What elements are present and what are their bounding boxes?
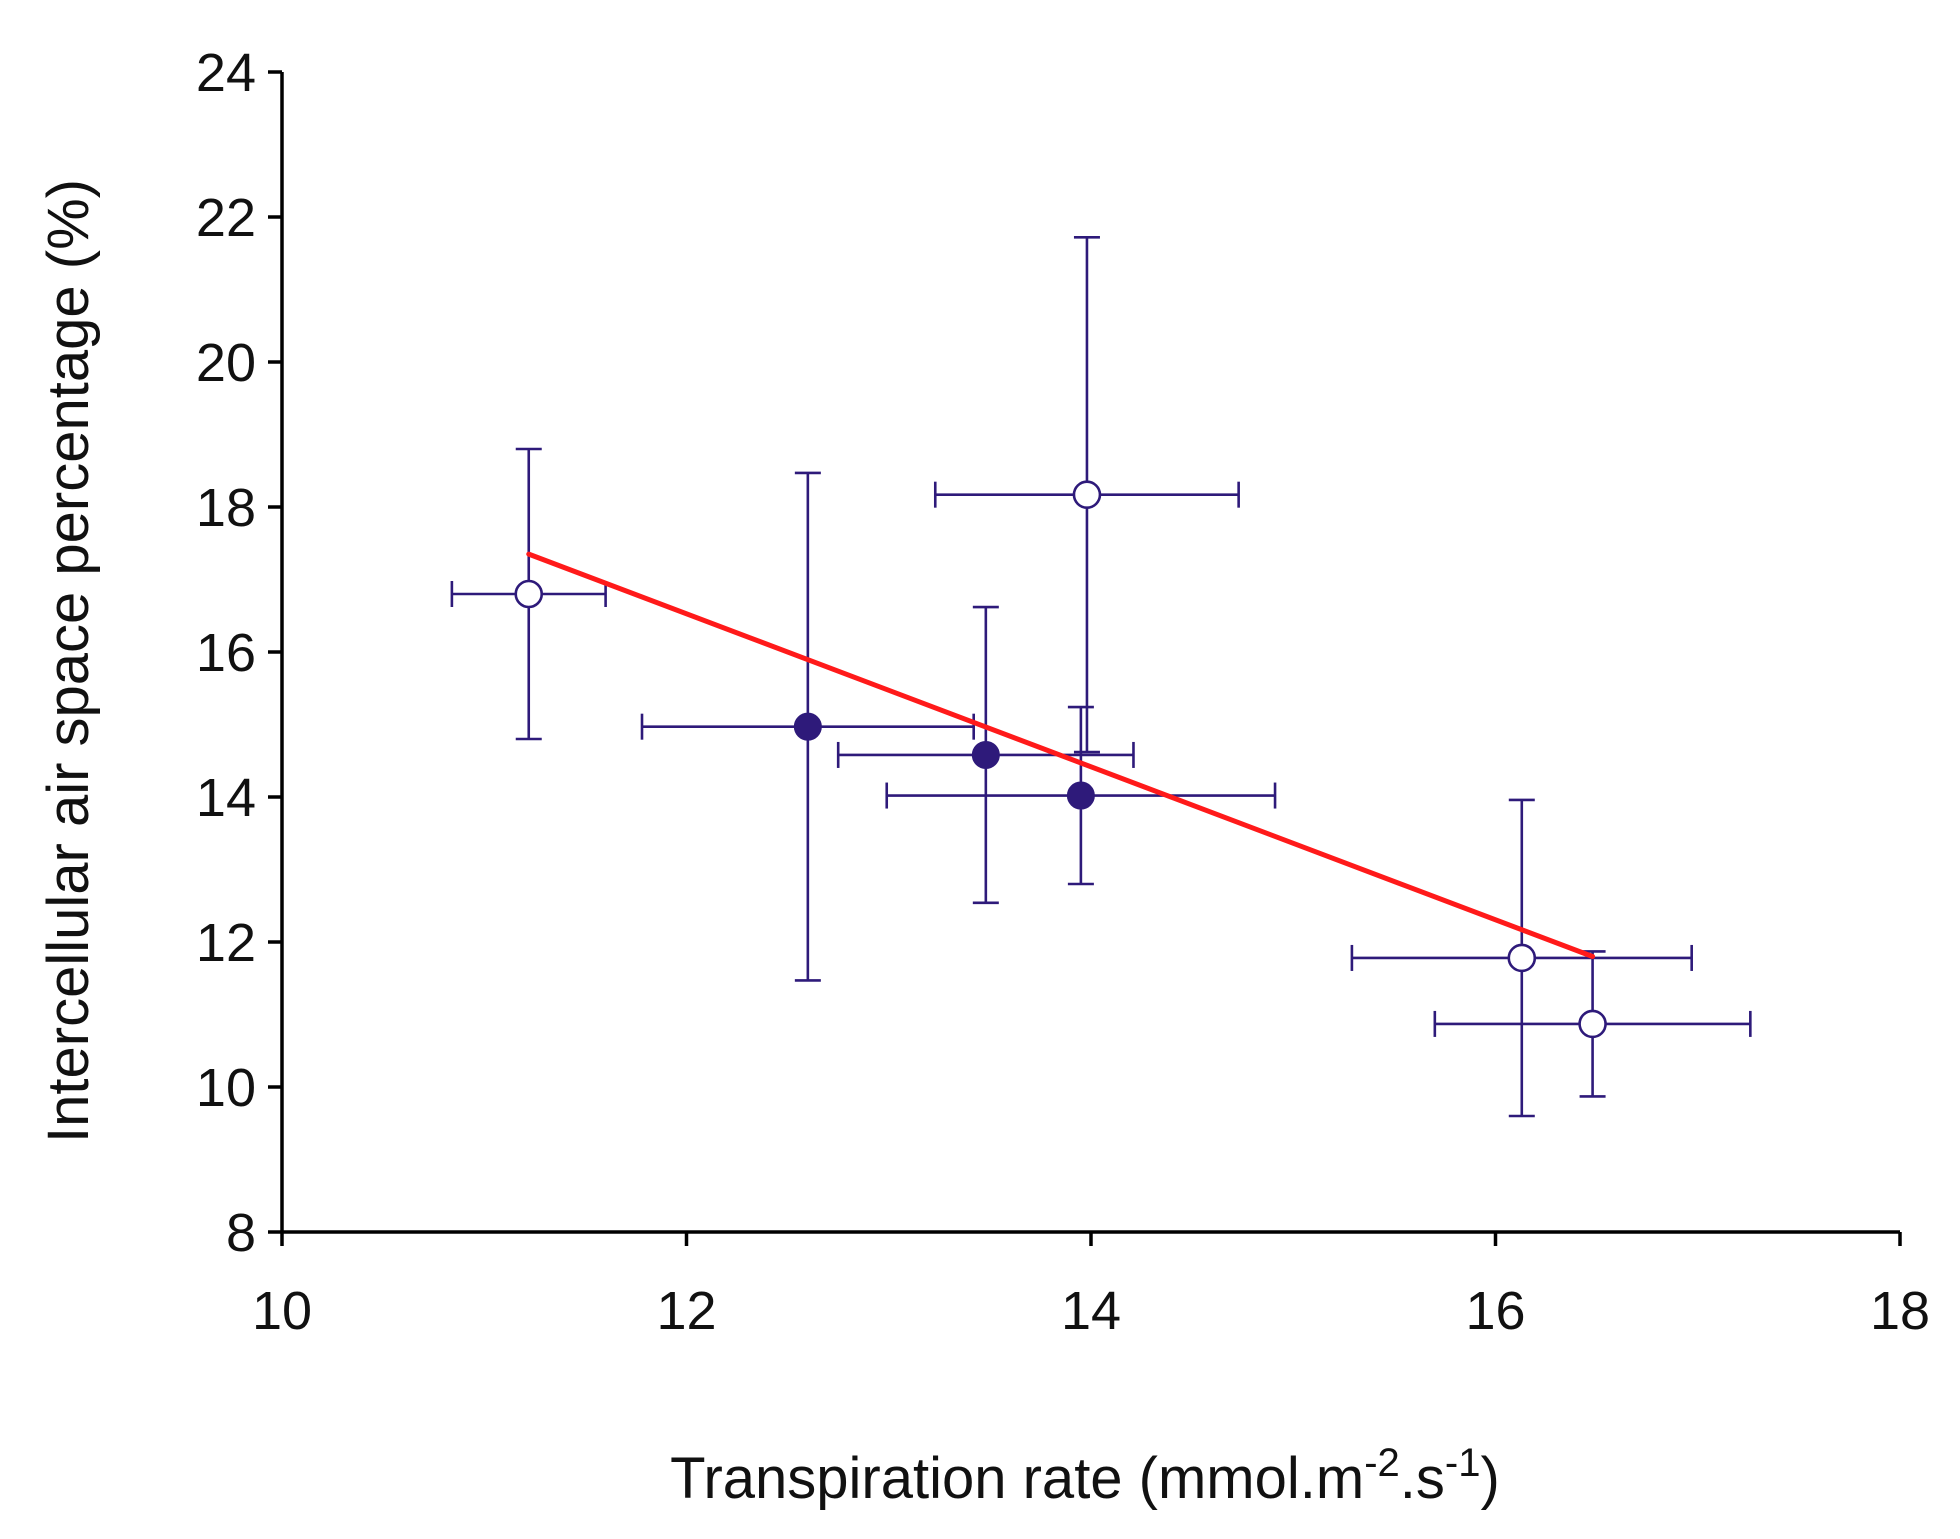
- error-bars: [450, 236, 1752, 1118]
- x-axis-title-text: ): [1480, 1446, 1499, 1511]
- x-axis-title-text: .s: [1400, 1446, 1445, 1511]
- filled-point: [971, 740, 1000, 769]
- y-tick-label: 20: [196, 333, 256, 393]
- trend-line-group: [526, 551, 1596, 959]
- filled-point: [793, 712, 822, 741]
- x-axis-title: Transpiration rate (mmol.m-2.s-1): [670, 1441, 1500, 1511]
- open-point: [514, 579, 544, 609]
- x-axis-title-superscript: -2: [1364, 1441, 1400, 1485]
- x-tick-label: 14: [1061, 1281, 1121, 1341]
- x-tick-label: 12: [656, 1281, 716, 1341]
- y-tick-label: 18: [196, 478, 256, 538]
- axes: [280, 72, 1900, 1234]
- open-point: [1072, 480, 1102, 509]
- trend-line: [526, 551, 1596, 959]
- y-tick-label: 8: [226, 1203, 256, 1263]
- y-tick-label: 10: [196, 1058, 256, 1118]
- filled-point: [1066, 781, 1095, 810]
- x-axis-title-text: Transpiration rate (mmol.m: [670, 1446, 1364, 1511]
- open-point: [1507, 943, 1537, 973]
- x-tick-label: 10: [252, 1281, 312, 1341]
- x-axis-title-superscript: -1: [1445, 1441, 1481, 1485]
- x-tick-label: 16: [1465, 1281, 1525, 1341]
- y-tick-label: 12: [196, 913, 256, 973]
- y-tick-label: 22: [196, 188, 256, 248]
- data-points: [514, 480, 1607, 1039]
- y-tick-label: 24: [196, 43, 256, 103]
- axis-ticks: 8 10 12 14 16 18 20 22 24 10 12 14 16 18: [196, 43, 1930, 1341]
- y-tick-label: 16: [196, 623, 256, 683]
- x-tick-label: 18: [1870, 1281, 1930, 1341]
- open-point: [1578, 1009, 1607, 1039]
- y-tick-label: 14: [196, 768, 256, 828]
- y-axis-title: Intercellular air space percentage (%): [36, 179, 101, 1143]
